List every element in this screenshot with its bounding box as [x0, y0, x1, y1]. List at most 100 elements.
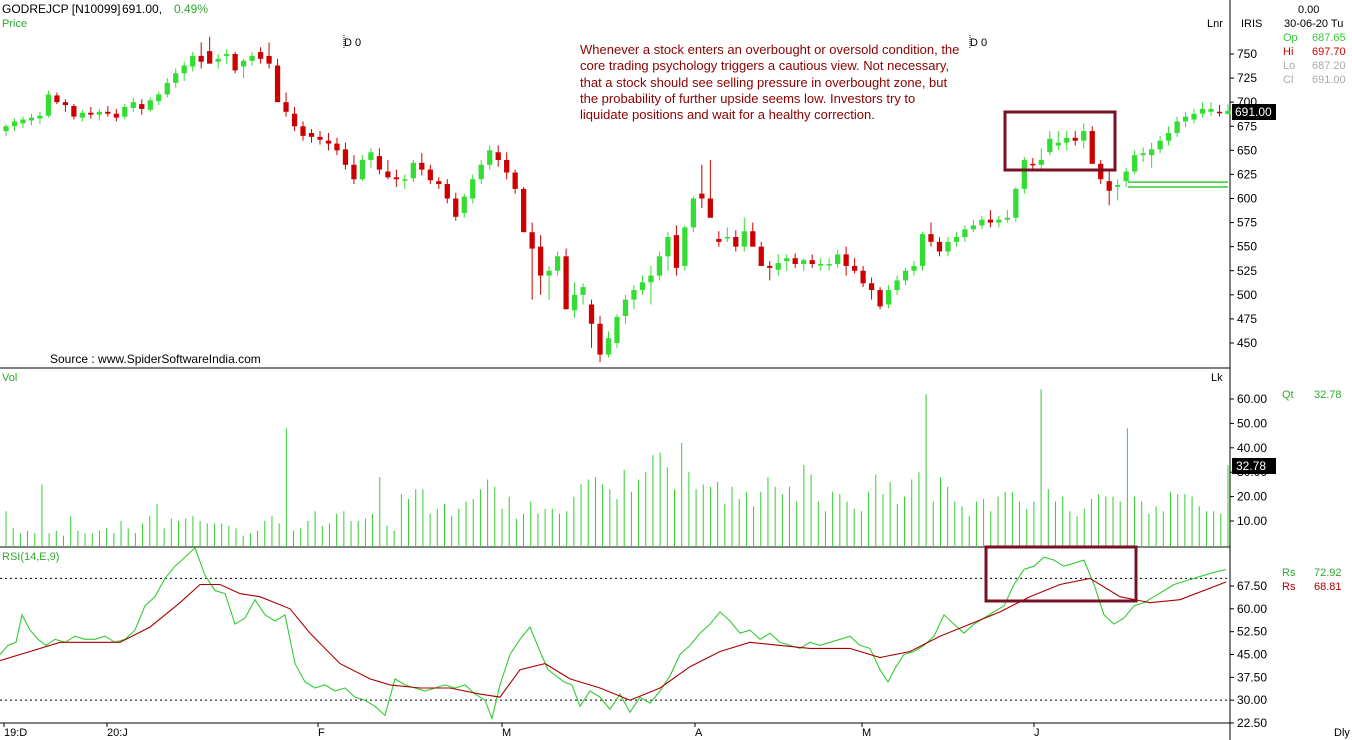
- candle[interactable]: [1208, 102, 1214, 116]
- candle[interactable]: [835, 249, 841, 268]
- candle[interactable]: [1165, 126, 1172, 146]
- candle[interactable]: [1064, 131, 1070, 151]
- candle[interactable]: [3, 124, 9, 136]
- candle[interactable]: [1013, 186, 1019, 222]
- candle[interactable]: [139, 99, 145, 115]
- candle[interactable]: [20, 116, 26, 129]
- candle[interactable]: [342, 142, 349, 170]
- candle[interactable]: [902, 267, 909, 286]
- candle[interactable]: [453, 192, 459, 221]
- candle[interactable]: [1089, 126, 1095, 164]
- candle[interactable]: [130, 97, 136, 112]
- candle[interactable]: [156, 91, 162, 106]
- candle[interactable]: [792, 253, 798, 268]
- candle[interactable]: [563, 248, 569, 310]
- candle[interactable]: [851, 258, 858, 274]
- candle[interactable]: [487, 145, 493, 170]
- candle[interactable]: [232, 52, 238, 74]
- candle[interactable]: [257, 47, 264, 64]
- candle[interactable]: [665, 232, 671, 271]
- candle[interactable]: [911, 261, 917, 276]
- candle[interactable]: [207, 36, 213, 64]
- candle[interactable]: [622, 294, 629, 324]
- candle[interactable]: [495, 145, 501, 167]
- candle[interactable]: [427, 164, 433, 185]
- candle[interactable]: [945, 237, 951, 257]
- candle[interactable]: [1225, 104, 1231, 115]
- candle[interactable]: [368, 148, 374, 168]
- candle[interactable]: [648, 265, 654, 305]
- candle[interactable]: [1148, 142, 1155, 168]
- candle[interactable]: [113, 108, 119, 122]
- candle[interactable]: [79, 109, 86, 122]
- candle[interactable]: [105, 106, 111, 117]
- candle[interactable]: [28, 113, 35, 126]
- candle[interactable]: [580, 283, 586, 305]
- candle[interactable]: [588, 299, 595, 348]
- candle[interactable]: [402, 174, 408, 189]
- candle[interactable]: [240, 58, 247, 79]
- candle[interactable]: [928, 222, 934, 247]
- candle[interactable]: [767, 261, 773, 281]
- candle[interactable]: [54, 92, 60, 105]
- candle[interactable]: [614, 314, 620, 348]
- scale-mode-label[interactable]: Lnr: [1207, 18, 1223, 30]
- candle[interactable]: [521, 186, 527, 233]
- candle[interactable]: [393, 169, 399, 187]
- candle[interactable]: [1047, 131, 1053, 156]
- candle[interactable]: [682, 225, 688, 271]
- candle[interactable]: [962, 225, 968, 242]
- candle[interactable]: [1021, 157, 1027, 194]
- candle[interactable]: [673, 225, 680, 276]
- candle[interactable]: [843, 246, 849, 276]
- rsi-line-series[interactable]: [0, 546, 1227, 721]
- candle[interactable]: [308, 129, 315, 143]
- candle[interactable]: [1157, 135, 1163, 154]
- candle[interactable]: [877, 287, 883, 310]
- candle[interactable]: [291, 106, 298, 132]
- candle[interactable]: [71, 104, 77, 120]
- candle[interactable]: [478, 159, 484, 185]
- candle[interactable]: [1038, 148, 1044, 170]
- candle[interactable]: [122, 104, 128, 120]
- volume-bar-series[interactable]: [5, 389, 1229, 547]
- candle[interactable]: [639, 275, 646, 295]
- candle[interactable]: [436, 177, 442, 189]
- candle[interactable]: [1106, 171, 1112, 206]
- candle[interactable]: [376, 148, 383, 175]
- candle[interactable]: [274, 58, 281, 103]
- candle[interactable]: [249, 52, 255, 66]
- candle[interactable]: [750, 222, 756, 247]
- candle[interactable]: [546, 265, 552, 300]
- candle[interactable]: [283, 92, 289, 117]
- candle[interactable]: [690, 196, 697, 233]
- candle[interactable]: [359, 155, 366, 182]
- candle[interactable]: [1115, 179, 1121, 201]
- candle[interactable]: [1140, 147, 1146, 162]
- candle[interactable]: [1098, 159, 1104, 185]
- candle[interactable]: [1191, 108, 1197, 124]
- candle[interactable]: [631, 285, 637, 310]
- candle[interactable]: [351, 155, 357, 185]
- candle[interactable]: [919, 232, 926, 271]
- candle[interactable]: [504, 152, 510, 180]
- candle[interactable]: [181, 61, 187, 81]
- candle[interactable]: [707, 159, 713, 218]
- candle[interactable]: [1132, 150, 1138, 175]
- candle[interactable]: [173, 68, 179, 88]
- candle[interactable]: [818, 258, 824, 271]
- candle[interactable]: [936, 237, 943, 257]
- candle[interactable]: [11, 118, 18, 132]
- candle[interactable]: [716, 231, 722, 247]
- candle[interactable]: [987, 210, 994, 228]
- candle[interactable]: [741, 217, 747, 252]
- candle[interactable]: [826, 258, 832, 271]
- candle[interactable]: [147, 97, 153, 112]
- candle[interactable]: [784, 254, 790, 271]
- candle[interactable]: [801, 258, 807, 271]
- candle[interactable]: [1004, 210, 1010, 223]
- candle[interactable]: [571, 282, 578, 318]
- candle[interactable]: [656, 251, 663, 281]
- candle[interactable]: [198, 42, 204, 69]
- candle[interactable]: [775, 254, 781, 276]
